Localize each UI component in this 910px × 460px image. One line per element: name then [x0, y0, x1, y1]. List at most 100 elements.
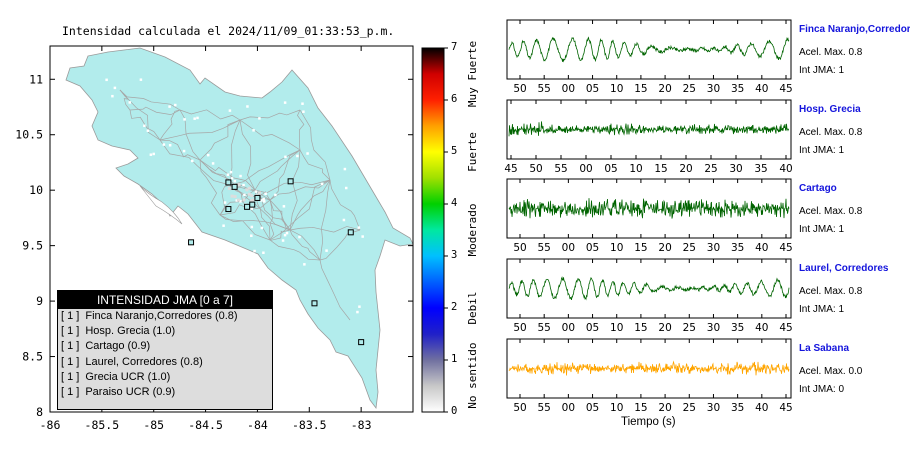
- trace-accel-max: Acel. Max. 0.8: [799, 127, 863, 138]
- station-marker: [287, 178, 294, 185]
- trace-x-tick: 10: [610, 242, 623, 254]
- trace-x-tick: 30: [707, 402, 720, 414]
- trace-accel-max: Acel. Max. 0.8: [799, 47, 863, 58]
- legend-item-level: [ 1 ]: [61, 385, 80, 398]
- trace-x-tick: 50: [513, 83, 526, 95]
- map-y-tick: 9: [36, 294, 43, 308]
- station-marker: [254, 194, 261, 201]
- trace-x-tick: 55: [537, 322, 550, 334]
- legend-item-level: [ 1 ]: [61, 370, 80, 383]
- trace-x-tick: 25: [683, 402, 696, 414]
- legend-title: INTENSIDAD JMA [0 a 7]: [58, 291, 272, 309]
- trace-x-tick: 25: [683, 242, 696, 254]
- trace-x-tick: 50: [513, 402, 526, 414]
- map-y-tick: 10: [29, 183, 43, 197]
- trace-x-tick: 10: [610, 402, 623, 414]
- colorbar-tick: 7: [451, 41, 458, 53]
- trace-x-tick: 30: [707, 242, 720, 254]
- trace-x-tick: 35: [731, 322, 744, 334]
- trace-int-jma: Int JMA: 1: [799, 304, 845, 315]
- trace-x-tick: 50: [513, 242, 526, 254]
- colorbar-tick: 4: [451, 197, 458, 209]
- map-y-tick: 11: [29, 72, 43, 86]
- trace-waveform: [508, 121, 789, 137]
- trace-x-tick: 40: [755, 83, 768, 95]
- legend-item: [ 1 ] Paraiso UCR (0.9): [58, 385, 272, 400]
- trace-x-tick: 45: [779, 402, 792, 414]
- colorbar-tick: 0: [451, 405, 458, 417]
- colorbar-tick: 3: [451, 249, 458, 261]
- trace-x-tick: 35: [731, 83, 744, 95]
- trace-int-jma: Int JMA: 0: [799, 384, 845, 395]
- trace-waveform: [508, 198, 790, 219]
- legend-item-label: Finca Naranjo,Corredores (0.8): [85, 310, 238, 322]
- legend-item: [ 1 ] Laurel, Corredores (0.8): [58, 355, 272, 370]
- map-axes: -86 -85.5 -85 -84.5 -84 -83.5 -83 11 10.5 10 9.5 9 8…: [15, 45, 414, 432]
- trace-x-tick: 05: [586, 242, 599, 254]
- trace-x-tick: 55: [537, 402, 550, 414]
- legend-item: [ 1 ] Hosp. Grecia (1.0): [58, 324, 272, 339]
- legend-item-level: [ 1 ]: [61, 340, 80, 353]
- time-axis-label: Tiempo (s): [621, 416, 676, 428]
- station-marker: [244, 203, 251, 210]
- trace-x-tick: 35: [754, 163, 767, 175]
- station-marker: [347, 229, 354, 236]
- trace-station-name: Finca Naranjo,Corredores: [799, 24, 910, 35]
- map-y-tick: 10.5: [15, 128, 43, 142]
- trace-panel: [506, 258, 792, 319]
- trace-accel-max: Acel. Max. 0.8: [799, 206, 863, 217]
- trace-x-tick: 00: [562, 402, 575, 414]
- trace-x-tick: 40: [755, 322, 768, 334]
- trace-x-tick: 20: [679, 163, 692, 175]
- trace-x-tick: 45: [504, 163, 517, 175]
- trace-x-tick: 20: [658, 242, 671, 254]
- map-y-tick: 8: [36, 405, 43, 419]
- map-x-tick: -83: [351, 418, 372, 432]
- legend-item-label: Grecia UCR (1.0): [85, 370, 171, 383]
- trace-x-tick: 05: [604, 163, 617, 175]
- legend-item-level: [ 1 ]: [61, 310, 80, 322]
- station-marker: [225, 179, 232, 186]
- trace-x-tick: 35: [731, 402, 744, 414]
- station-markers: [188, 178, 365, 346]
- trace-x-tick: 45: [779, 322, 792, 334]
- station-marker: [225, 206, 232, 213]
- trace-x-tick: 30: [707, 83, 720, 95]
- trace-x-tick: 10: [629, 163, 642, 175]
- trace-x-tick: 05: [586, 83, 599, 95]
- colorbar-category: Muy Fuerte: [466, 41, 479, 107]
- map-x-tick: -83.5: [292, 418, 327, 432]
- intensity-legend: INTENSIDAD JMA [0 a 7] [ 1 ] Finca Naranj…: [57, 290, 273, 410]
- trace-x-tick: 40: [755, 242, 768, 254]
- trace-panel: [506, 19, 792, 80]
- trace-x-tick: 15: [634, 402, 647, 414]
- trace-station-name: La Sabana: [799, 343, 850, 354]
- legend-item-label: Laurel, Corredores (0.8): [85, 355, 203, 368]
- trace-x-tick: 55: [554, 163, 567, 175]
- map-x-tick: -84: [247, 418, 268, 432]
- trace-x-tick: 55: [537, 83, 550, 95]
- station-marker: [311, 300, 318, 307]
- trace-station-name: Cartago: [799, 183, 837, 194]
- station-marker: [358, 339, 365, 346]
- trace-x-tick: 25: [683, 83, 696, 95]
- station-marker: [249, 201, 256, 208]
- trace-int-jma: Int JMA: 1: [799, 65, 845, 76]
- station-marker: [188, 239, 195, 246]
- legend-item-label: Cartago (0.9): [85, 340, 151, 353]
- trace-x-tick: 25: [683, 322, 696, 334]
- trace-x-tick: 35: [731, 242, 744, 254]
- map-title: Intensidad calculada el 2024/11/09_01:33…: [62, 24, 395, 38]
- colorbar-category: Debil: [466, 291, 479, 324]
- trace-x-tick: 30: [729, 163, 742, 175]
- trace-x-tick: 40: [755, 402, 768, 414]
- trace-x-tick: 00: [562, 242, 575, 254]
- trace-x-tick: 10: [610, 322, 623, 334]
- trace-accel-max: Acel. Max. 0.8: [799, 286, 863, 297]
- trace-x-tick: 15: [634, 83, 647, 95]
- legend-item: [ 1 ] Cartago (0.9): [58, 339, 272, 354]
- trace-x-tick: 15: [634, 242, 647, 254]
- colorbar-tick: 2: [451, 301, 458, 313]
- trace-x-tick: 45: [779, 83, 792, 95]
